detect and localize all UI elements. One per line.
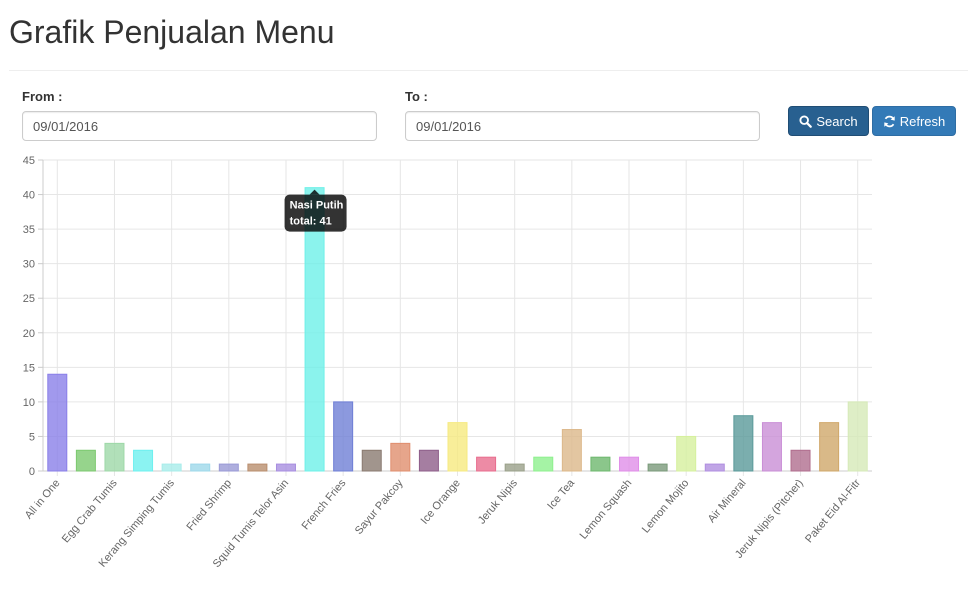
bar[interactable] xyxy=(504,463,525,472)
x-tick-label: Lemon Squash xyxy=(578,477,635,541)
bar[interactable] xyxy=(561,429,582,472)
y-tick-label: 25 xyxy=(23,293,35,305)
bar[interactable] xyxy=(190,463,211,472)
bar[interactable] xyxy=(247,463,268,472)
x-tick-label: All in One xyxy=(23,477,63,521)
to-date-input[interactable] xyxy=(405,111,760,141)
tooltip-title: Nasi Putih xyxy=(290,200,344,212)
x-tick-label: Sayur Pakcoy xyxy=(353,477,406,537)
y-tick-label: 15 xyxy=(23,362,35,374)
tooltip-body: total: 41 xyxy=(290,216,332,228)
y-tick-label: 20 xyxy=(23,328,35,340)
search-button-label: Search xyxy=(816,113,858,129)
page-title: Grafik Penjualan Menu xyxy=(9,14,335,50)
y-tick-label: 0 xyxy=(29,466,35,478)
bar[interactable] xyxy=(390,442,411,472)
search-button[interactable]: Search xyxy=(788,106,869,136)
x-tick-label: Paket Eid Al-Fitr xyxy=(803,477,863,545)
y-tick-label: 35 xyxy=(23,224,35,236)
bar[interactable] xyxy=(361,449,382,472)
y-tick-label: 45 xyxy=(23,155,35,167)
bar[interactable] xyxy=(47,373,68,472)
refresh-button-label: Refresh xyxy=(899,113,946,129)
refresh-button[interactable]: Refresh xyxy=(872,106,956,136)
bar[interactable] xyxy=(790,449,811,472)
y-tick-label: 40 xyxy=(23,190,35,202)
sales-chart: 0 5 10 15 20 25 30 35 40 45 All in One Egg Crab Tum… xyxy=(0,148,968,590)
y-tick-label: 5 xyxy=(29,431,35,443)
bar[interactable] xyxy=(647,463,668,472)
bar[interactable] xyxy=(275,463,296,472)
bar[interactable] xyxy=(476,456,497,472)
bar[interactable] xyxy=(218,463,239,472)
y-tick-label: 10 xyxy=(23,397,35,409)
bar[interactable] xyxy=(133,449,154,472)
title-divider xyxy=(9,70,968,71)
from-date-input[interactable] xyxy=(22,111,377,141)
bar[interactable] xyxy=(619,456,640,472)
search-icon xyxy=(799,114,813,128)
bar[interactable] xyxy=(590,456,611,472)
bar[interactable] xyxy=(304,187,325,472)
x-tick-label: French Fries xyxy=(300,477,349,532)
x-tick-label: Jeruk Nipis xyxy=(476,477,520,527)
bar[interactable] xyxy=(761,422,782,472)
bar[interactable] xyxy=(847,401,868,472)
bar[interactable] xyxy=(161,463,182,472)
bar[interactable] xyxy=(75,449,96,472)
bar[interactable] xyxy=(418,449,439,472)
x-tick-label: Air Mineral xyxy=(706,477,749,525)
from-label: From : xyxy=(22,89,63,104)
x-tick-label: Ice Tea xyxy=(545,477,577,512)
x-tick-label: Lemon Mojito xyxy=(640,477,692,535)
bar[interactable] xyxy=(704,463,725,472)
bar[interactable] xyxy=(333,401,354,472)
x-tick-label: Egg Crab Tumis xyxy=(60,477,120,546)
bar[interactable] xyxy=(447,422,468,472)
bar[interactable] xyxy=(533,456,554,472)
bar[interactable] xyxy=(104,442,125,472)
refresh-icon xyxy=(883,115,896,128)
x-tick-label: Ice Orange xyxy=(419,477,463,526)
to-label: To : xyxy=(405,89,428,104)
y-tick-label: 30 xyxy=(23,259,35,271)
bar[interactable] xyxy=(676,435,697,472)
bar-tooltip: Nasi Putih total: 41 xyxy=(284,189,347,232)
bar[interactable] xyxy=(819,422,840,472)
bar[interactable] xyxy=(733,415,754,472)
x-tick-label: Fried Shrimp xyxy=(184,477,234,533)
